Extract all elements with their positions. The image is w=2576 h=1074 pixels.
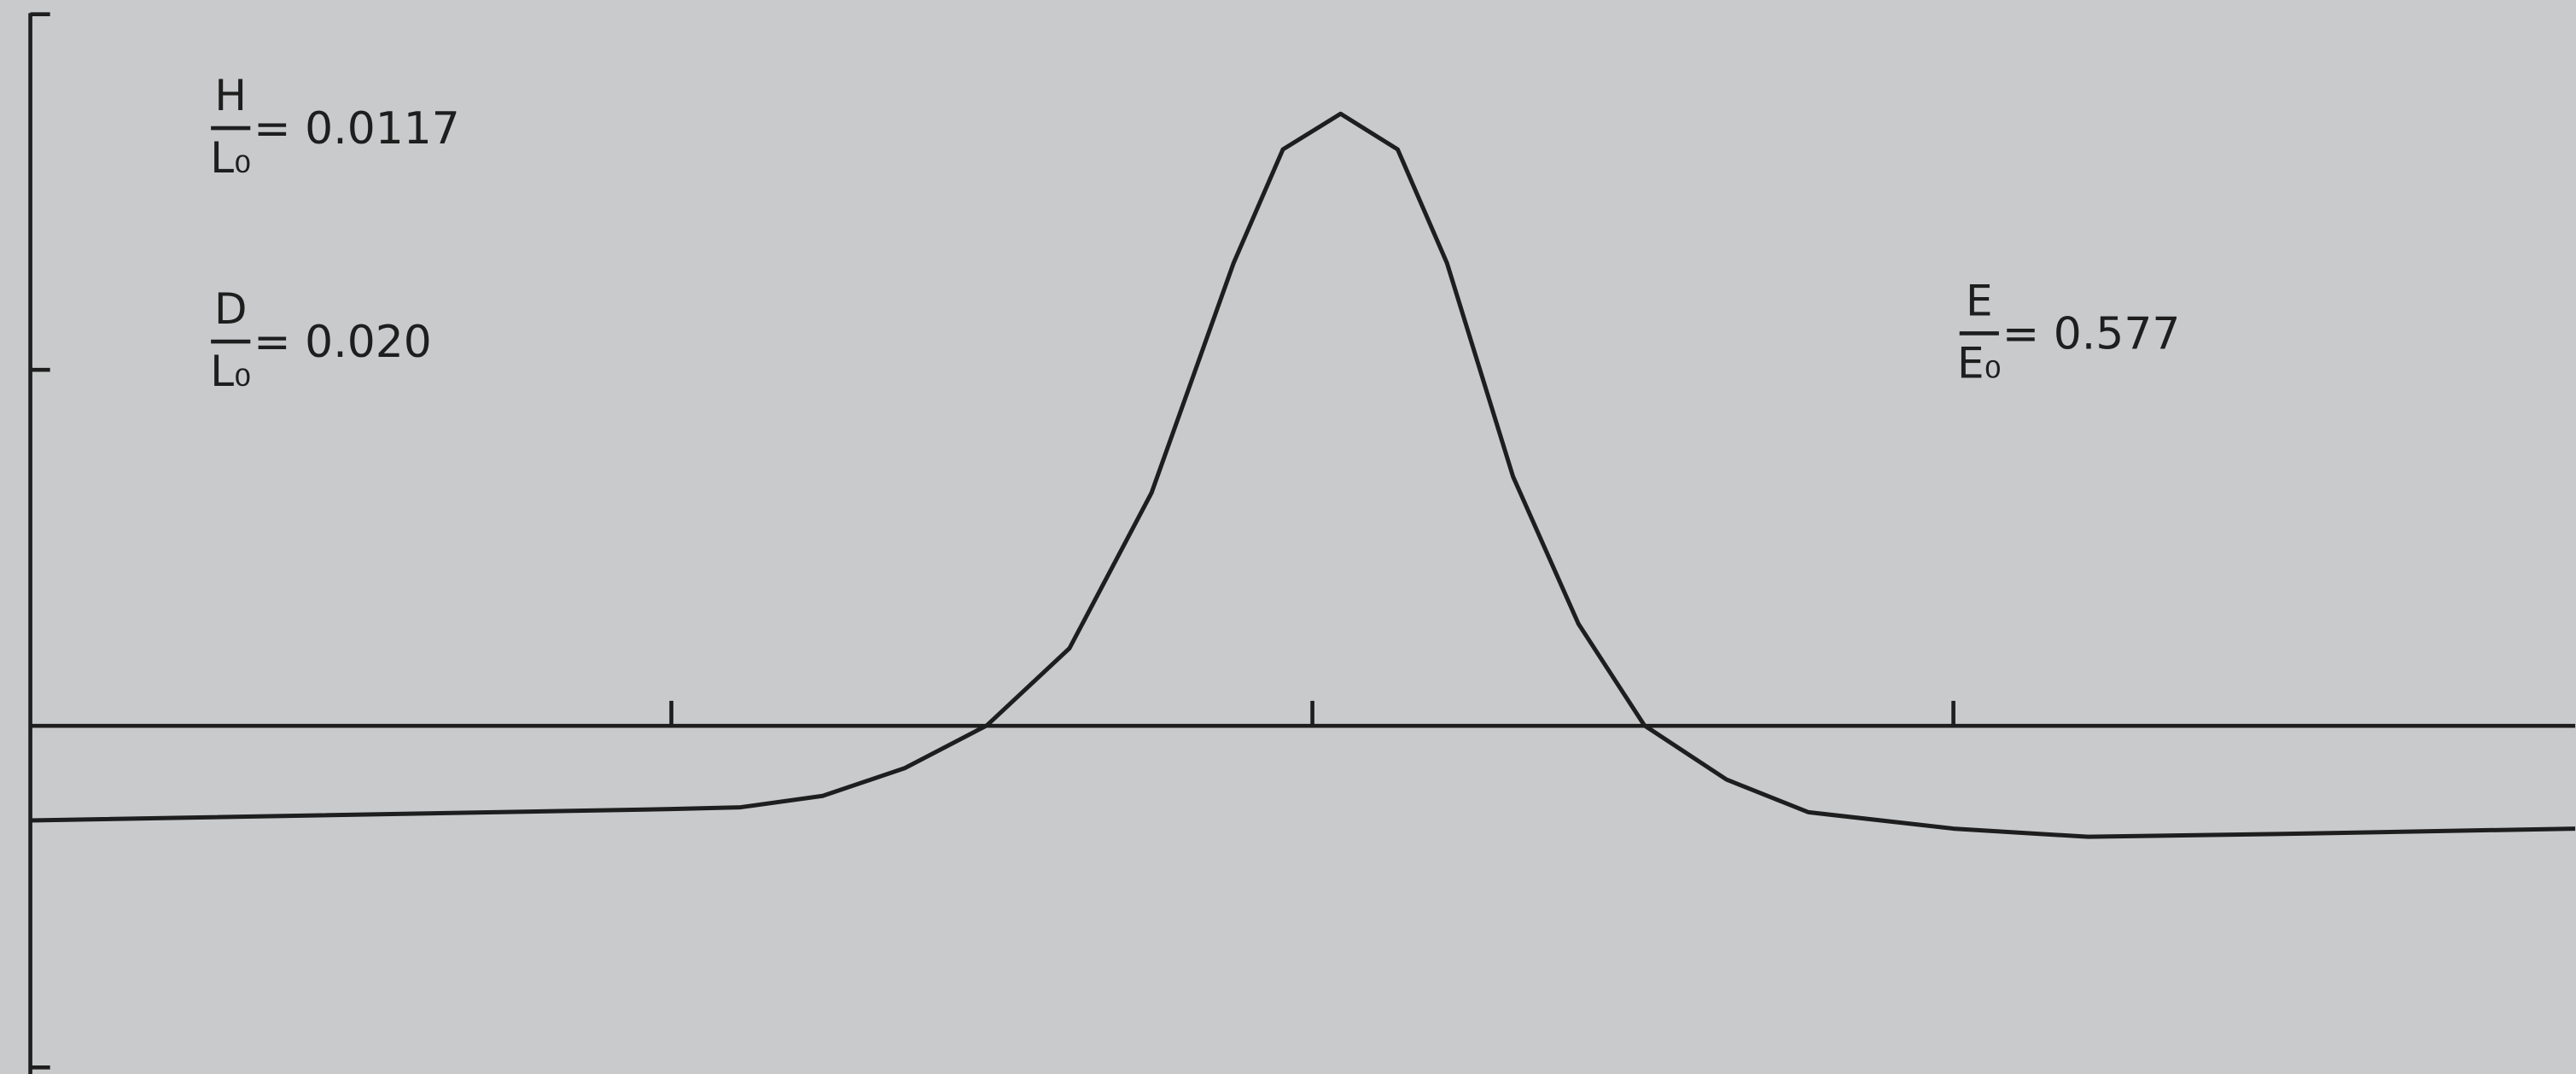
annotation-value: = 0.020 <box>254 317 432 368</box>
annotation-denominator: E₀ <box>1957 338 2002 388</box>
curve <box>30 111 2576 839</box>
annotation-numerator: H <box>214 71 247 120</box>
annotation-numerator: E <box>1966 276 1993 325</box>
annotation-denominator: L₀ <box>210 347 251 396</box>
annotation-numerator: D <box>214 284 248 334</box>
annotation-value: = 0.0117 <box>254 103 460 155</box>
annotation-denominator: L₀ <box>210 133 251 183</box>
annotation-value: = 0.577 <box>2002 308 2181 359</box>
